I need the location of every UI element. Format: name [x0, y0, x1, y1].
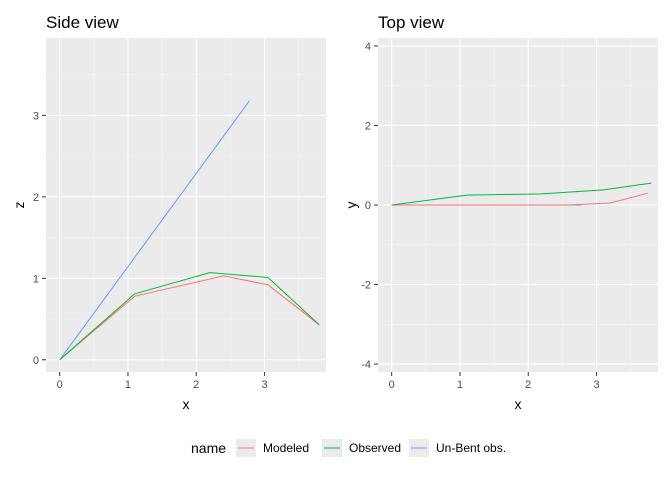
- legend-label: Un-Bent obs.: [436, 441, 506, 455]
- panel-2: Top view 0 1 2 3 -4 -2 0 2 4 x y: [343, 13, 658, 412]
- legend-title: name: [191, 440, 226, 456]
- x-tick-label: 2: [525, 379, 531, 391]
- x-tick-label: 3: [261, 379, 267, 391]
- y-axis-title: y: [343, 202, 359, 209]
- panel-1: Side view 0 1 2 3 0 1 2 3 x z: [11, 13, 326, 412]
- legend-item: Un-Bent obs.: [409, 439, 506, 457]
- x-tick-label: 0: [57, 379, 63, 391]
- chart-title: Top view: [378, 13, 445, 32]
- y-tick-label: 1: [33, 273, 39, 285]
- chart-title: Side view: [46, 13, 119, 32]
- legend-item: Observed: [322, 439, 401, 457]
- x-tick-label: 1: [457, 379, 463, 391]
- y-axis-title: z: [11, 202, 27, 209]
- legend-label: Modeled: [263, 441, 309, 455]
- series-line-observed: [59, 272, 320, 361]
- series-line-modeled: [391, 192, 648, 206]
- x-tick-label: 0: [389, 379, 395, 391]
- legend: name Modeled Observed Un-Bent obs.: [191, 439, 506, 457]
- x-tick-label: 2: [193, 379, 199, 391]
- y-tick-label: -4: [361, 359, 371, 371]
- x-tick-label: 1: [125, 379, 131, 391]
- legend-item: Modeled: [236, 439, 309, 457]
- x-axis-title: x: [515, 396, 522, 412]
- x-tick-label: 3: [593, 379, 599, 391]
- y-tick-label: 0: [365, 200, 371, 212]
- y-tick-label: -2: [361, 280, 371, 292]
- y-tick-label: 4: [365, 41, 371, 53]
- series-line-un-bent-obs: [59, 100, 250, 361]
- y-tick-label: 2: [365, 120, 371, 132]
- series-line-modeled: [59, 275, 320, 361]
- series-line-observed: [391, 182, 652, 206]
- plot-panel: [46, 38, 326, 372]
- y-tick-label: 2: [33, 192, 39, 204]
- legend-label: Observed: [349, 441, 401, 455]
- x-axis-title: x: [183, 396, 190, 412]
- y-tick-label: 3: [33, 110, 39, 122]
- y-tick-label: 0: [33, 355, 39, 367]
